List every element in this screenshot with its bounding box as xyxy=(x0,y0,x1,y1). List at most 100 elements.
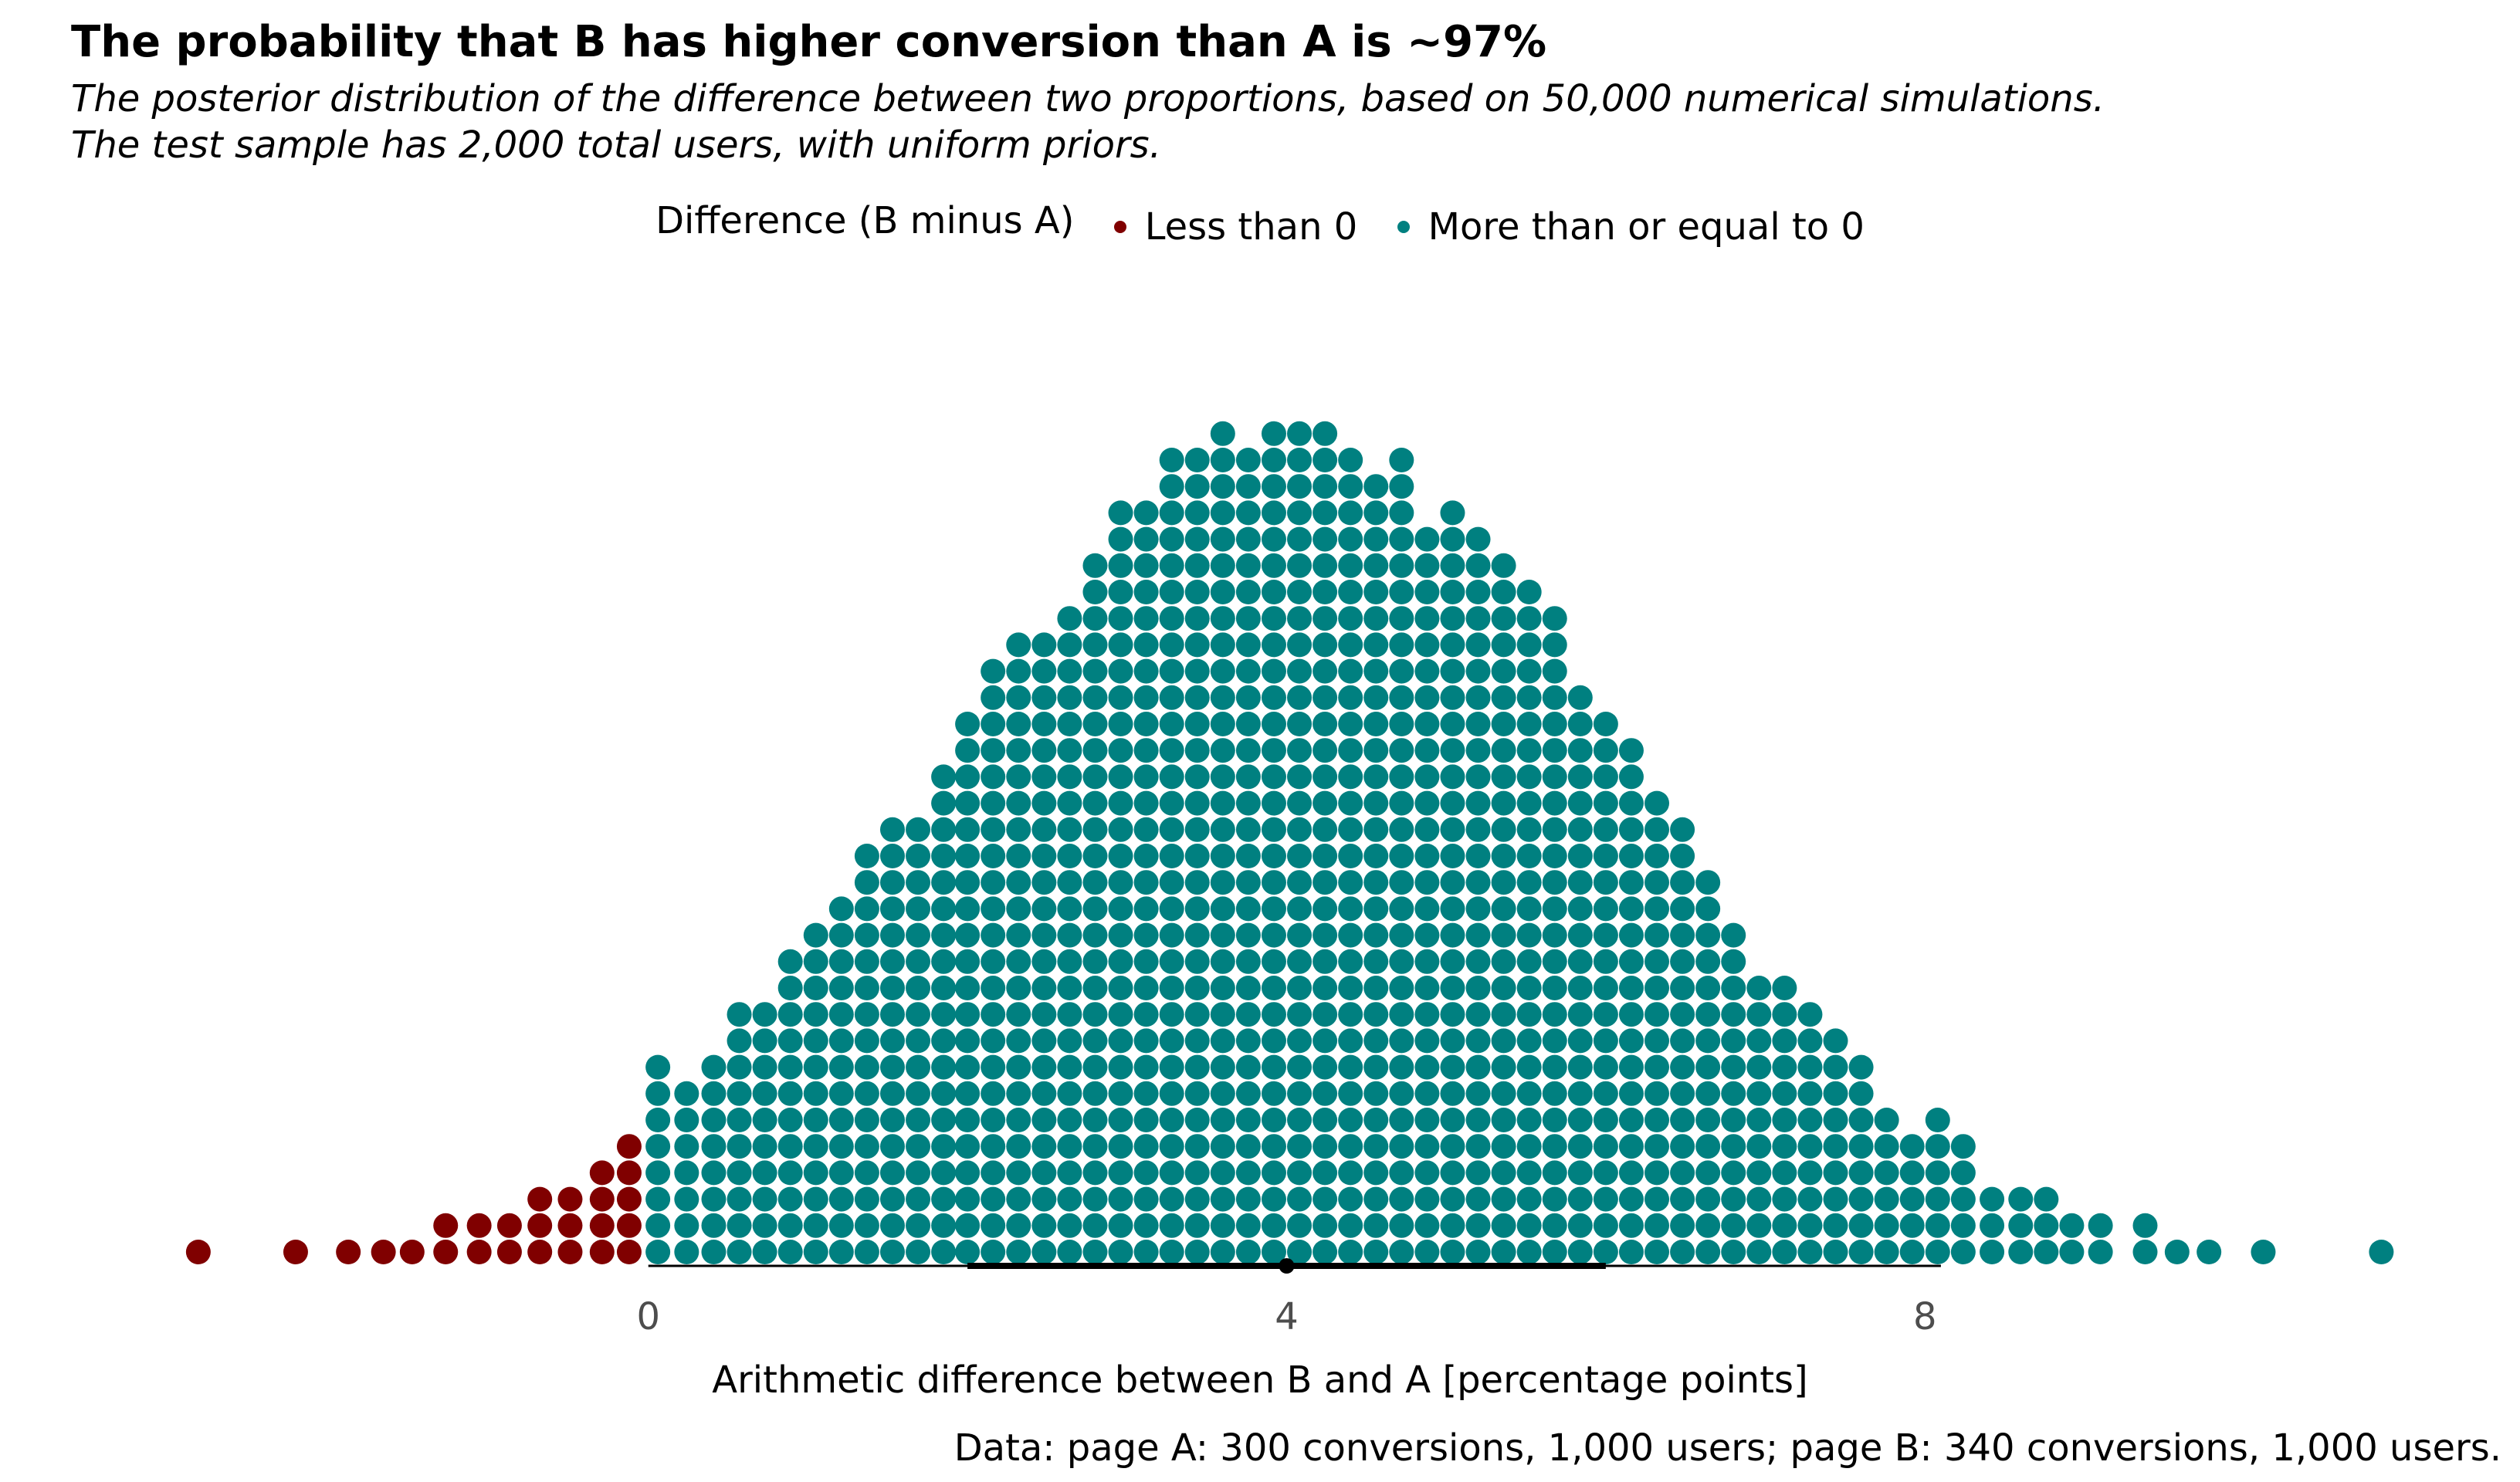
dot-col20-row8 xyxy=(828,1028,854,1054)
dot-col54-row14 xyxy=(1695,870,1721,895)
dot-col20-row9 xyxy=(828,1002,854,1027)
dot-col37-row19 xyxy=(1261,738,1286,763)
dot-col46-row17 xyxy=(1491,790,1516,816)
dot-col30-row12 xyxy=(1082,922,1108,948)
dot-col13-row5 xyxy=(645,1108,671,1132)
dot-col28-row13 xyxy=(1031,896,1057,922)
dot-col29-row14 xyxy=(1057,870,1082,895)
dot-col33-row6 xyxy=(1159,1081,1184,1106)
dot-col41-row25 xyxy=(1363,580,1389,604)
dot-col45-row8 xyxy=(1465,1028,1491,1054)
dot-col45-row4 xyxy=(1465,1134,1491,1159)
x-tick-label-1: 4 xyxy=(1275,1295,1299,1338)
dot-col64-row2 xyxy=(1950,1186,1976,1212)
dot-col37-row26 xyxy=(1261,553,1286,578)
dot-col30-row13 xyxy=(1082,896,1108,922)
dot-col65-row2 xyxy=(1980,1186,2005,1212)
dot-col55-row8 xyxy=(1721,1028,1746,1054)
dot-col44-row0 xyxy=(1440,1240,1465,1264)
dot-col46-row26 xyxy=(1491,553,1516,578)
dot-col15-row1 xyxy=(701,1213,727,1238)
dot-col29-row1 xyxy=(1057,1213,1082,1238)
dot-col35-row15 xyxy=(1210,844,1235,868)
dot-col15-row3 xyxy=(701,1160,727,1186)
dot-col62-row0 xyxy=(1899,1240,1925,1264)
dot-col22-row9 xyxy=(879,1002,905,1027)
dot-col8-row2 xyxy=(527,1186,553,1212)
dot-col27-row13 xyxy=(1006,896,1031,922)
dot-col59-row7 xyxy=(1823,1054,1848,1080)
dot-col69-row0 xyxy=(2088,1240,2113,1264)
dot-col24-row10 xyxy=(931,976,957,1000)
dot-col42-row13 xyxy=(1389,896,1414,922)
dot-col53-row0 xyxy=(1670,1240,1695,1264)
dot-col35-row18 xyxy=(1210,764,1235,790)
dot-col38-row28 xyxy=(1287,500,1312,526)
dot-col56-row5 xyxy=(1746,1108,1772,1132)
dot-col56-row1 xyxy=(1746,1213,1772,1238)
dot-col26-row11 xyxy=(981,949,1006,974)
dot-col34-row28 xyxy=(1184,500,1210,526)
dot-col37-row4 xyxy=(1261,1134,1286,1159)
dot-col52-row9 xyxy=(1644,1002,1670,1027)
dot-col43-row24 xyxy=(1414,606,1440,631)
dot-col32-row24 xyxy=(1133,606,1159,631)
dot-col23-row13 xyxy=(906,896,931,922)
dot-col23-row16 xyxy=(906,817,931,842)
dot-col30-row8 xyxy=(1082,1028,1108,1054)
dot-col35-row4 xyxy=(1210,1134,1235,1159)
chart-subtitle-line-2: The test sample has 2,000 total users, w… xyxy=(71,124,1161,167)
dot-col50-row8 xyxy=(1593,1028,1618,1054)
dot-col28-row0 xyxy=(1031,1240,1057,1264)
dot-col37-row15 xyxy=(1261,844,1286,868)
dot-col49-row11 xyxy=(1567,949,1593,974)
dot-col60-row4 xyxy=(1848,1134,1874,1159)
dot-col53-row3 xyxy=(1670,1160,1695,1186)
dot-col5-row0 xyxy=(433,1240,459,1264)
dot-col39-row15 xyxy=(1312,844,1338,868)
dot-col16-row5 xyxy=(727,1108,752,1132)
dot-col37-row24 xyxy=(1261,606,1286,631)
dot-col51-row2 xyxy=(1618,1186,1644,1212)
dot-col35-row28 xyxy=(1210,500,1235,526)
dot-col34-row20 xyxy=(1184,712,1210,736)
dot-col35-row0 xyxy=(1210,1240,1235,1264)
dot-col40-row11 xyxy=(1338,949,1363,974)
dot-col43-row18 xyxy=(1414,764,1440,790)
dot-col33-row5 xyxy=(1159,1108,1184,1132)
dot-col26-row15 xyxy=(981,844,1006,868)
dot-col36-row10 xyxy=(1235,976,1261,1000)
dot-col60-row6 xyxy=(1848,1081,1874,1106)
dot-col20-row10 xyxy=(828,976,854,1000)
dot-col74-row0 xyxy=(2369,1240,2394,1264)
dot-col26-row10 xyxy=(981,976,1006,1000)
dot-col21-row12 xyxy=(854,922,879,948)
dot-col6-row0 xyxy=(466,1240,492,1264)
dot-col28-row23 xyxy=(1031,632,1057,658)
dot-col57-row3 xyxy=(1772,1160,1797,1186)
dot-col31-row27 xyxy=(1108,526,1133,552)
dot-col19-row11 xyxy=(803,949,828,974)
dot-col53-row5 xyxy=(1670,1108,1695,1132)
dot-col29-row0 xyxy=(1057,1240,1082,1264)
dot-col31-row7 xyxy=(1108,1054,1133,1080)
dot-col43-row11 xyxy=(1414,949,1440,974)
dot-col44-row7 xyxy=(1440,1054,1465,1080)
dot-col14-row6 xyxy=(674,1081,699,1106)
dot-col13-row0 xyxy=(645,1240,671,1264)
dot-col36-row22 xyxy=(1235,658,1261,684)
dot-col41-row27 xyxy=(1363,526,1389,552)
dot-col52-row13 xyxy=(1644,896,1670,922)
dot-col48-row24 xyxy=(1542,606,1567,631)
dot-col43-row1 xyxy=(1414,1213,1440,1238)
dot-col22-row4 xyxy=(879,1134,905,1159)
dot-col49-row9 xyxy=(1567,1002,1593,1027)
dot-col37-row22 xyxy=(1261,658,1286,684)
dot-col45-row5 xyxy=(1465,1108,1491,1132)
dot-col53-row13 xyxy=(1670,896,1695,922)
dot-col44-row20 xyxy=(1440,712,1465,736)
dot-col33-row15 xyxy=(1159,844,1184,868)
dot-col21-row9 xyxy=(854,1002,879,1027)
dot-col27-row22 xyxy=(1006,658,1031,684)
dot-col38-row31 xyxy=(1287,421,1312,446)
